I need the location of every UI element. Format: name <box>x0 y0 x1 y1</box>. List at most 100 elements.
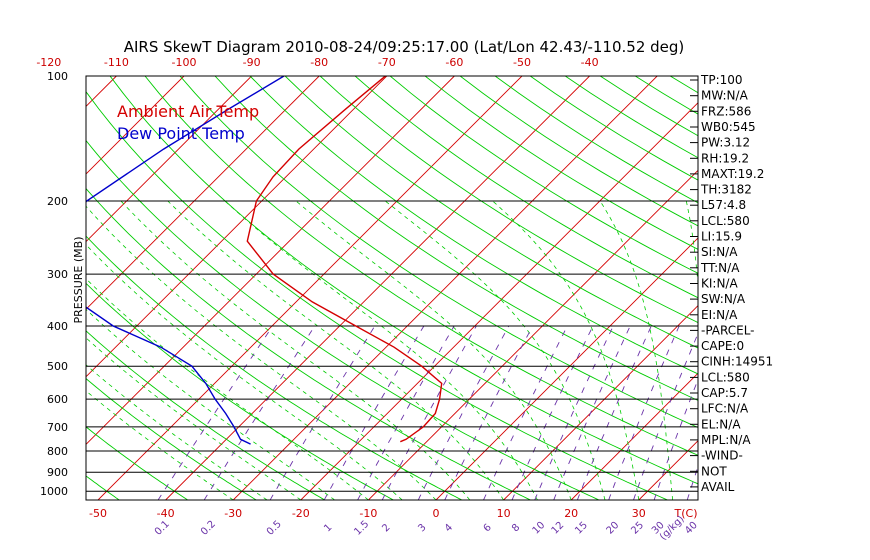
isotherm-line <box>86 76 455 446</box>
isotherm-line <box>86 76 185 175</box>
dry-adiabat-line <box>86 282 394 500</box>
pressure-tick-label: 800 <box>47 445 68 458</box>
stats-entry: SI:N/A <box>701 245 738 259</box>
mixing-ratio-label: 0.5 <box>265 519 284 538</box>
dry-adiabat-line <box>86 377 257 500</box>
dry-adiabat-line <box>0 76 51 500</box>
dry-adiabat-line <box>86 426 188 500</box>
moist-adiabat-line <box>86 205 437 500</box>
dry-adiabat-line <box>389 76 698 274</box>
isotherm-line <box>842 76 870 500</box>
moist-adiabat-lines <box>86 200 698 500</box>
stats-entry: L57:4.8 <box>701 198 746 212</box>
mixing-ratio-line <box>534 325 614 500</box>
legend-dew-point-temp: Dew Point Temp <box>117 124 245 143</box>
stats-entry: LI:15.9 <box>701 230 742 244</box>
mixing-ratio-label: 0.1 <box>153 519 172 538</box>
pressure-tick-label: 500 <box>47 360 68 373</box>
moist-adiabat-line <box>86 390 234 500</box>
top-temperature-tick-label: -110 <box>104 56 129 69</box>
isotherm-line <box>0 76 49 500</box>
temperature-tick-label: -50 <box>89 507 107 520</box>
stats-entry: TT:N/A <box>700 261 740 275</box>
stats-entry: NOT <box>701 464 727 478</box>
isotherm-line <box>97 76 523 500</box>
moist-adiabat-line <box>492 200 640 500</box>
pressure-tick-label: 100 <box>47 70 68 83</box>
mixing-ratio-line <box>357 325 455 500</box>
temperature-tick-label: 30 <box>632 507 646 520</box>
mixing-ratio-label: 3 <box>416 522 428 534</box>
mixing-ratio-line <box>157 325 274 500</box>
stats-entry: FRZ:586 <box>701 104 751 118</box>
isotherm-line <box>435 237 698 500</box>
mixing-ratio-line <box>576 325 652 500</box>
dry-adiabat-line <box>86 139 600 500</box>
dew-point-profile <box>86 76 285 445</box>
dry-adiabat-line <box>86 187 531 500</box>
isotherm-line <box>774 76 870 500</box>
moist-adiabat-line <box>86 364 268 500</box>
mixing-ratio-line <box>444 325 533 500</box>
moist-adiabat-line <box>86 337 302 500</box>
mixing-ratio-label: 10 <box>531 520 548 537</box>
bottom-temperature-axis: -50 -40 -30 -20 -10 0 10 20 30 T(C) <box>89 507 697 520</box>
stats-entry: EL:N/A <box>701 417 741 431</box>
pressure-axis: 100 200 300 400 500 600 700 800 900 1000 <box>40 70 68 498</box>
mixing-ratio-label: 4 <box>443 522 455 534</box>
moist-adiabat-line <box>295 200 572 500</box>
ambient-temperature-profile <box>246 76 443 443</box>
pressure-tick-label: 200 <box>47 195 68 208</box>
pressure-tick-label: 1000 <box>40 485 68 498</box>
stats-entry: WB0:545 <box>701 120 756 134</box>
mixing-ratio-label: 25 <box>629 520 646 537</box>
temperature-tick-label: -10 <box>359 507 377 520</box>
pressure-tick-label: 400 <box>47 320 68 333</box>
dry-adiabat-line <box>494 76 698 204</box>
stats-entry: LFC:N/A <box>701 402 749 416</box>
mixing-ratio-label: 15 <box>573 520 590 537</box>
stats-entry: SW:N/A <box>701 292 746 306</box>
mixing-ratio-label: 0.2 <box>199 519 218 538</box>
top-temperature-tick-label: -80 <box>310 56 328 69</box>
pressure-tick-label: 900 <box>47 466 68 479</box>
dry-adiabat-line <box>109 76 698 485</box>
pressure-tick-label: 300 <box>47 268 68 281</box>
mixing-ratio-label: 8 <box>510 522 522 534</box>
stats-entry: EI:N/A <box>701 308 738 322</box>
dry-adiabat-line <box>144 76 698 456</box>
moist-adiabat-line <box>599 200 673 500</box>
stats-entry: PW:3.12 <box>701 136 750 150</box>
stats-entry: LCL:580 <box>701 214 750 228</box>
pressure-tick-label: 700 <box>47 421 68 434</box>
temperature-tick-label: -30 <box>224 507 242 520</box>
temperature-tick-label: 0 <box>433 507 440 520</box>
moist-adiabat-line <box>86 308 335 500</box>
dry-adiabat-line <box>249 76 698 375</box>
dry-adiabat-line <box>634 76 698 115</box>
mixing-ratio-line <box>381 325 477 500</box>
mixing-ratio-line <box>417 325 510 500</box>
isotherm-line <box>86 76 117 108</box>
legend-ambient-air-temp: Ambient Air Temp <box>117 102 259 121</box>
top-temperature-tick-label: -70 <box>378 56 396 69</box>
top-temperature-tick-label: -60 <box>445 56 463 69</box>
temperature-tick-label: -40 <box>157 507 175 520</box>
temperature-unit-label: T(C) <box>674 507 698 520</box>
dry-adiabat-line <box>86 235 463 500</box>
temperature-tick-label: 20 <box>564 507 578 520</box>
stats-entry: TH:3182 <box>700 183 752 197</box>
mixing-ratio-line <box>483 325 568 500</box>
dry-adiabat-line <box>284 76 698 349</box>
moist-adiabat-line <box>167 200 504 500</box>
isotherm-line <box>86 76 252 243</box>
isobar-lines <box>86 200 698 492</box>
isotherm-line <box>86 76 388 378</box>
isotherm-line <box>86 76 320 310</box>
isotherm-line <box>232 76 658 500</box>
mixing-ratio-lines <box>157 325 698 500</box>
dry-adiabat-line <box>740 76 870 500</box>
mixing-ratio-line <box>269 325 376 500</box>
